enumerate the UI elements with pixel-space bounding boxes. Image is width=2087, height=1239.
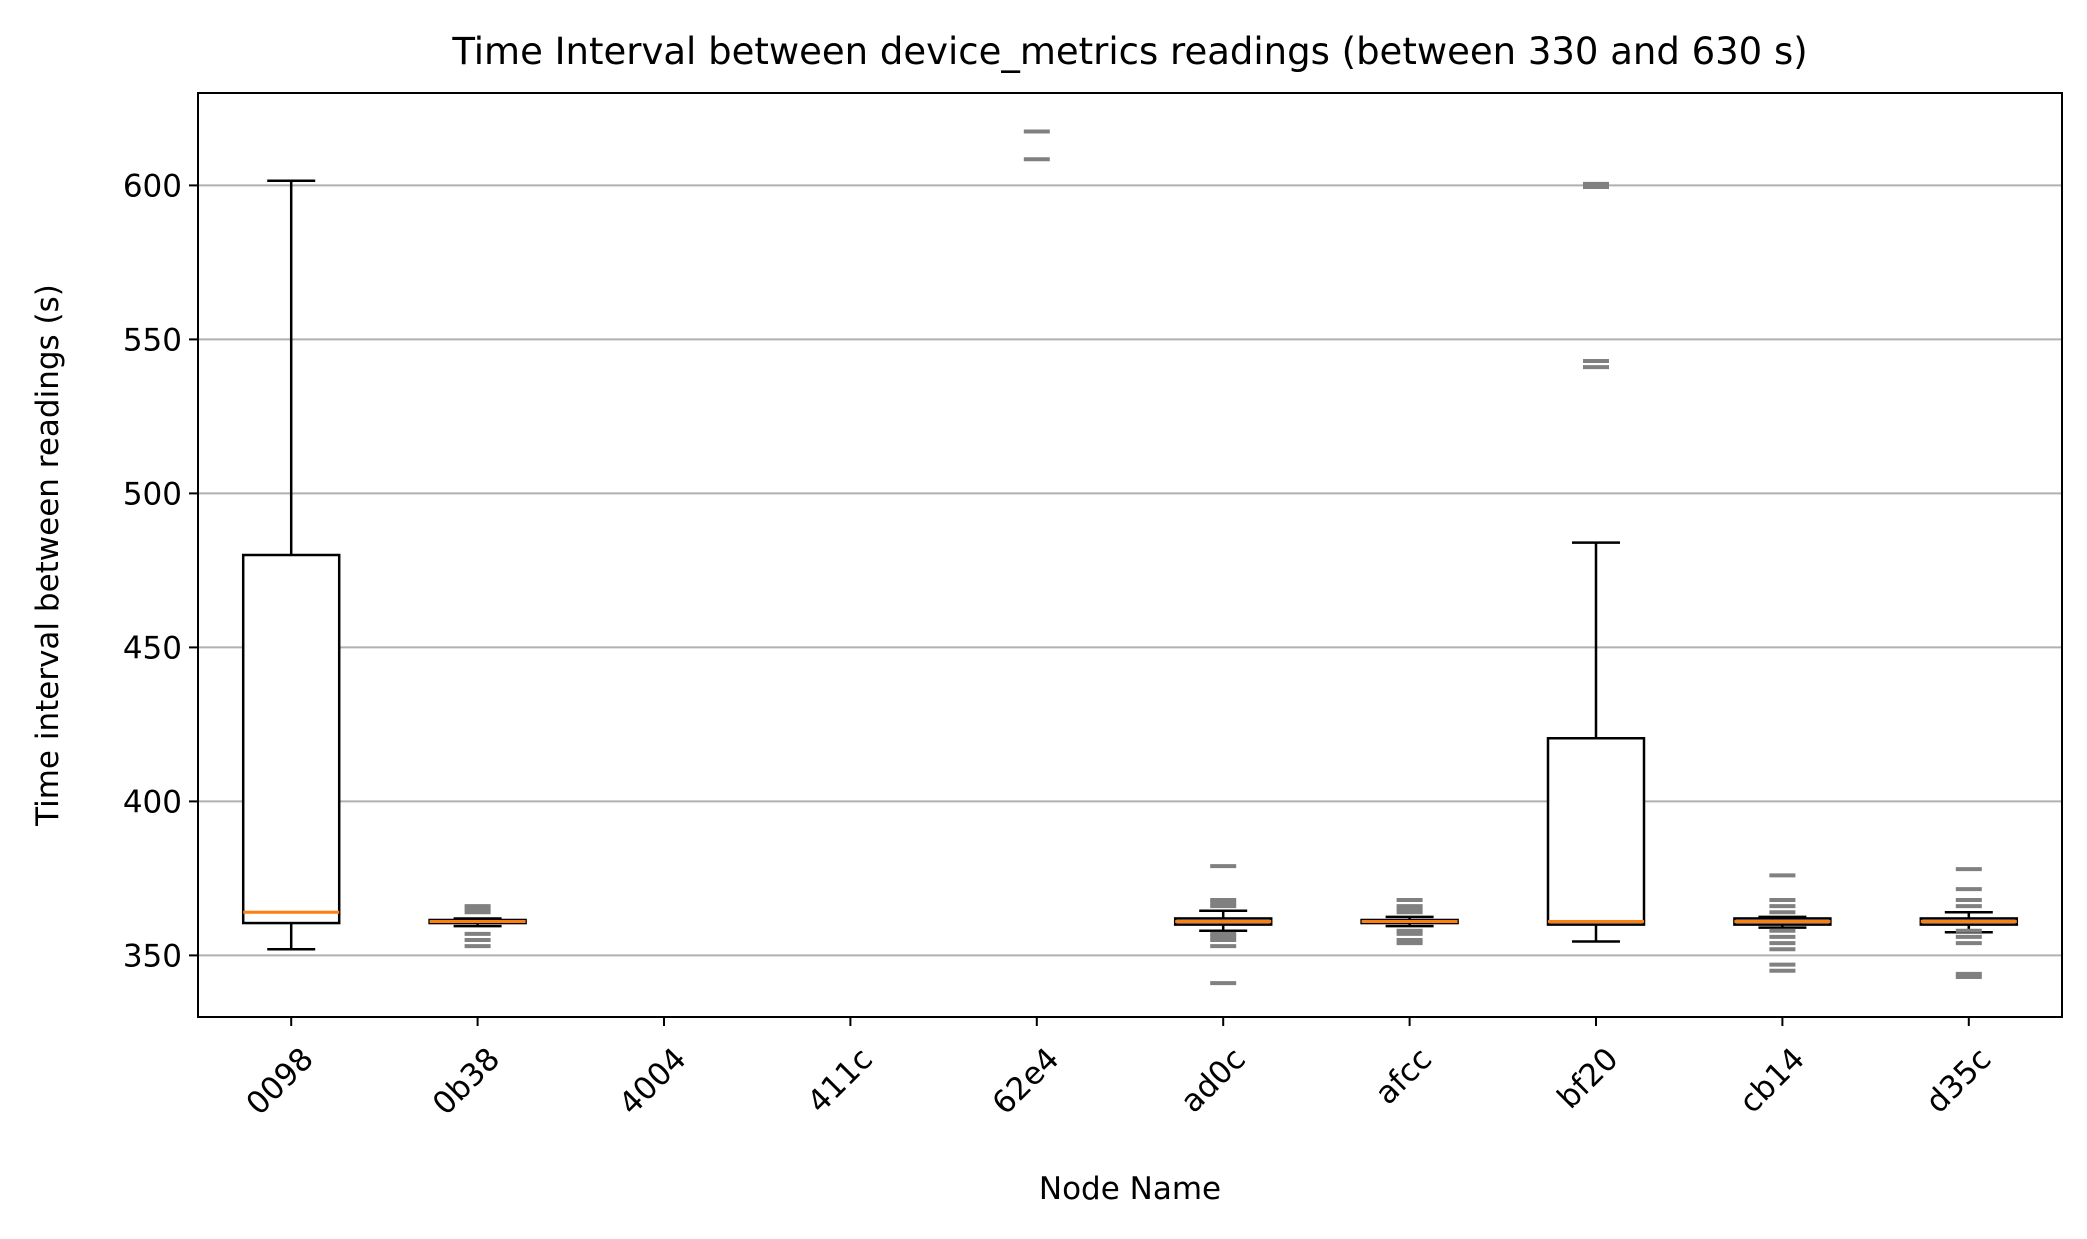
plot-area-frame [197,92,2063,1018]
box-0b38 [428,904,527,949]
box-d35c [1919,867,2019,979]
y-axis-label: Time interval between readings (s) [30,284,66,827]
y-tick-label: 450 [123,630,182,666]
y-tick-label: 350 [123,938,182,974]
iqr-box [1546,737,1646,926]
chart-title: Time Interval between device_metrics rea… [451,30,1807,73]
boxes [241,129,2019,986]
gridlines [198,184,2062,957]
box-afcc [1360,897,1459,946]
x-axis-label: Node Name [1039,1171,1221,1207]
y-tick-label: 550 [123,322,182,358]
iqr-box [241,553,341,925]
box-62e4 [1023,129,1050,162]
box-0098 [241,179,341,951]
y-tick-label: 500 [123,476,182,512]
box-ad0c [1173,864,1273,986]
box-bf20 [1546,181,1646,943]
y-tick-label: 400 [123,784,182,820]
box-cb14 [1733,873,1832,973]
y-tick-label: 600 [123,168,182,204]
